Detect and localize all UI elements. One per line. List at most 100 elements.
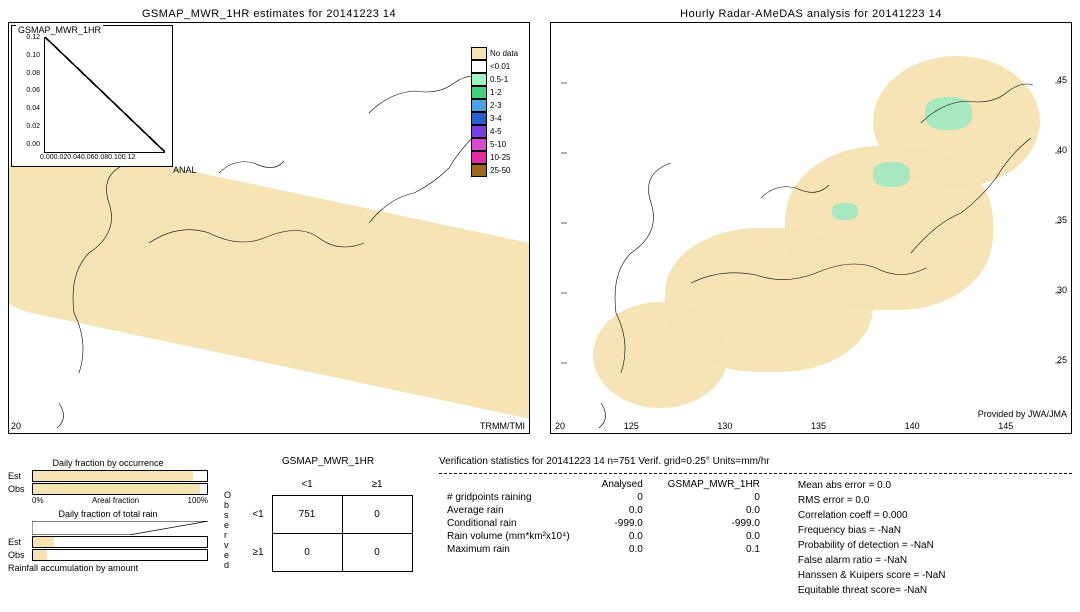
divider bbox=[439, 473, 1072, 474]
stats-row: Rain volume (mm*km²x10⁴)0.00.0 bbox=[439, 530, 768, 543]
stats-colhead: Analysed bbox=[589, 478, 651, 491]
legend-text: 10-25 bbox=[490, 153, 510, 162]
legend-text: 5-10 bbox=[490, 140, 506, 149]
bottom-row: Daily fraction by occurrence Est Obs 0% … bbox=[8, 456, 1072, 606]
top-maps-row: GSMAP_MWR_1HR estimates for 20141223 14 … bbox=[8, 8, 1072, 448]
legend-row: 5-10 bbox=[471, 138, 530, 151]
ctable-title: GSMAP_MWR_1HR bbox=[282, 456, 374, 467]
stats-metric: RMS error = 0.0 bbox=[798, 493, 1072, 508]
right-map-box: 45 40 35 30 25 20 125 130 135 140 145 Pr… bbox=[550, 22, 1072, 434]
ct-col2: ≥1 bbox=[342, 473, 413, 496]
right-map-title: Hourly Radar-AMeDAS analysis for 2014122… bbox=[550, 8, 1072, 20]
stats-metric: Hanssen & Kuipers score = -NaN bbox=[798, 568, 1072, 583]
left-map-box: GSMAP_MWR_1HR 0.12 0.10 0.08 0.06 0.04 0… bbox=[8, 22, 530, 434]
ctable-outer: Observed GSMAP_MWR_1HR <1 ≥1 <1 751 0 ≥1… bbox=[224, 456, 423, 606]
ctable-grid: <1 ≥1 <1 751 0 ≥1 0 0 bbox=[244, 473, 412, 571]
left-map-title: GSMAP_MWR_1HR estimates for 20141223 14 bbox=[8, 8, 530, 20]
lat-label: 40 bbox=[1057, 145, 1067, 155]
stats-colhead: GSMAP_MWR_1HR bbox=[651, 478, 768, 491]
bar-fill bbox=[33, 537, 54, 547]
bar-fill bbox=[33, 471, 193, 481]
right-corner-label: Provided by JWA/JMA bbox=[978, 409, 1067, 419]
inset-xticks: 0.000.020.040.060.080.100.12 bbox=[40, 154, 168, 166]
legend-row: 25-50 bbox=[471, 164, 530, 177]
legend-text: 0.5-1 bbox=[490, 75, 508, 84]
legend-text: 25-50 bbox=[490, 166, 510, 175]
legend-swatch bbox=[471, 151, 487, 164]
legend-row: 4-5 bbox=[471, 125, 530, 138]
legend-text: No data bbox=[490, 49, 518, 58]
observed-vertical-label: Observed bbox=[224, 456, 231, 606]
stats-row: Maximum rain0.00.1 bbox=[439, 543, 768, 556]
legend-row: 2-3 bbox=[471, 99, 530, 112]
stats-table: Analysed GSMAP_MWR_1HR # gridpoints rain… bbox=[439, 478, 768, 598]
occ-obs-row: Obs bbox=[8, 483, 208, 495]
ct-cell: 0 bbox=[272, 533, 343, 572]
bar-fill bbox=[33, 484, 200, 494]
stats-metric: Mean abs error = 0.0 bbox=[798, 478, 1072, 493]
lat-label: 35 bbox=[1057, 215, 1067, 225]
legend-swatch bbox=[471, 73, 487, 86]
stats-metric: Correlation coeff = 0.000 bbox=[798, 508, 1072, 523]
stats-right-list: Mean abs error = 0.0RMS error = 0.0Corre… bbox=[798, 478, 1072, 598]
legend-swatch bbox=[471, 112, 487, 125]
rain-title: Daily fraction of total rain bbox=[8, 509, 208, 519]
bar-track bbox=[32, 470, 208, 482]
ct-cell: 751 bbox=[272, 495, 343, 534]
legend-swatch bbox=[471, 99, 487, 112]
legend-swatch bbox=[471, 125, 487, 138]
stats-metric: False alarm ratio = -NaN bbox=[798, 553, 1072, 568]
right-map-panel: Hourly Radar-AMeDAS analysis for 2014122… bbox=[550, 8, 1072, 448]
lat-label: 45 bbox=[1057, 75, 1067, 85]
legend-text: 1-2 bbox=[490, 88, 502, 97]
stats-columns: Analysed GSMAP_MWR_1HR # gridpoints rain… bbox=[439, 478, 1072, 598]
funnel-shape bbox=[32, 521, 208, 535]
occ-est-row: Est bbox=[8, 470, 208, 482]
legend-row: 3-4 bbox=[471, 112, 530, 125]
stats-metric: Frequency bias = -NaN bbox=[798, 523, 1072, 538]
lon-label: 145 bbox=[998, 421, 1013, 431]
legend-row: 10-25 bbox=[471, 151, 530, 164]
lon-label: 130 bbox=[717, 421, 732, 431]
lon-label: 140 bbox=[905, 421, 920, 431]
legend-text: 2-3 bbox=[490, 101, 502, 110]
legend-swatch bbox=[471, 164, 487, 177]
lat-label: 20 bbox=[555, 421, 565, 431]
legend-swatch bbox=[471, 47, 487, 60]
legend-row: 1-2 bbox=[471, 86, 530, 99]
inset-yticks: 0.12 0.10 0.08 0.06 0.04 0.02 0.00 bbox=[12, 34, 42, 148]
stats-row: Average rain0.00.0 bbox=[439, 504, 768, 517]
ct-row1: <1 bbox=[244, 495, 273, 534]
stats-header: Verification statistics for 20141223 14 … bbox=[439, 456, 1072, 467]
bar-track bbox=[32, 536, 208, 548]
legend-row: 0.5-1 bbox=[471, 73, 530, 86]
bar-label: Est bbox=[8, 471, 32, 481]
legend-text: <0.01 bbox=[490, 62, 510, 71]
lat-20-left: 20 bbox=[11, 421, 21, 431]
lat-label: 30 bbox=[1057, 285, 1067, 295]
inset-diagonal bbox=[44, 37, 165, 153]
legend-swatch bbox=[471, 60, 487, 73]
legend-swatch bbox=[471, 86, 487, 99]
bar-track bbox=[32, 549, 208, 561]
ct-cell: 0 bbox=[342, 533, 413, 572]
color-legend: No data <0.01 0.5-1 1-2 2-3 3-4 4-5 5-10 10-25 25… bbox=[471, 47, 530, 177]
anal-label: ANAL bbox=[173, 165, 197, 175]
accum-title: Rainfall accumulation by amount bbox=[8, 563, 208, 573]
stats-row: Conditional rain-999.0-999.0 bbox=[439, 517, 768, 530]
ct-cell: 0 bbox=[342, 495, 413, 534]
inset-scatter: GSMAP_MWR_1HR 0.12 0.10 0.08 0.06 0.04 0… bbox=[11, 25, 173, 167]
ct-row2: ≥1 bbox=[244, 533, 273, 572]
stats-row: # gridpoints raining00 bbox=[439, 491, 768, 504]
coastline-svg-right bbox=[551, 23, 1071, 433]
stats-panel: Verification statistics for 20141223 14 … bbox=[439, 456, 1072, 606]
legend-text: 3-4 bbox=[490, 114, 502, 123]
bar-label: Obs bbox=[8, 550, 32, 560]
contingency-table: GSMAP_MWR_1HR <1 ≥1 <1 751 0 ≥1 0 0 bbox=[233, 456, 423, 606]
lat-label: 25 bbox=[1057, 355, 1067, 365]
rain-obs-row: Obs bbox=[8, 549, 208, 561]
legend-swatch bbox=[471, 138, 487, 151]
left-map-panel: GSMAP_MWR_1HR estimates for 20141223 14 … bbox=[8, 8, 530, 448]
left-corner-label: TRMM/TMI bbox=[480, 421, 525, 431]
stats-metric: Equitable threat score= -NaN bbox=[798, 583, 1072, 598]
